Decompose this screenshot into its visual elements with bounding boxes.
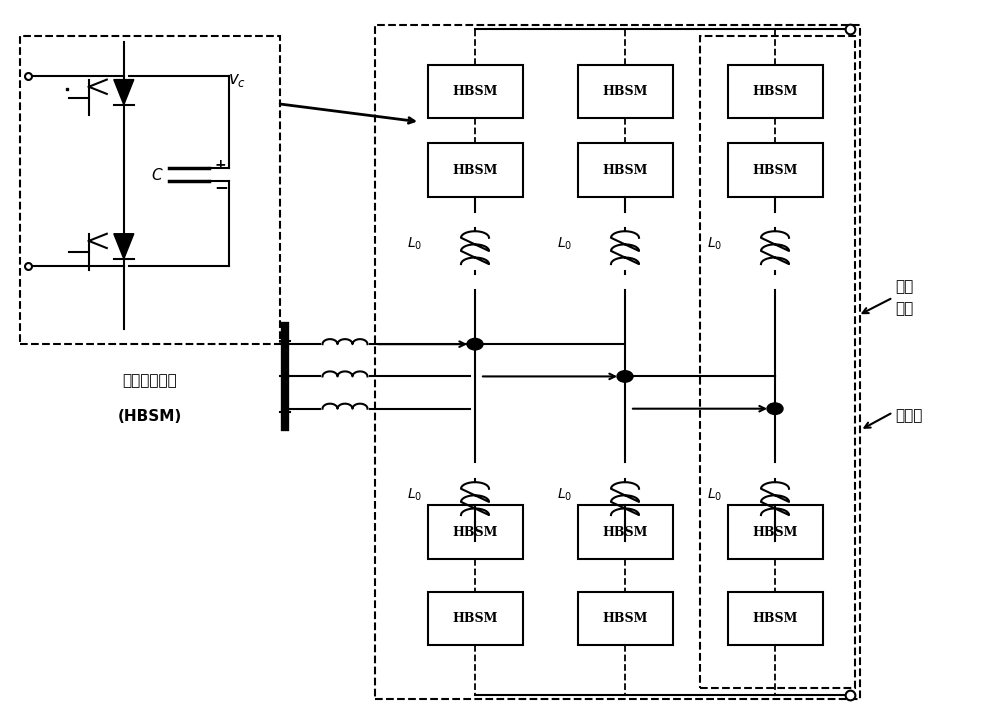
Text: HBSM: HBSM [452,612,498,625]
Text: HBSM: HBSM [752,612,798,625]
Text: HBSM: HBSM [452,163,498,177]
Bar [428,505,522,559]
Text: 桥臂: 桥臂 [895,280,913,294]
Bar [578,592,672,645]
Bar [578,143,672,197]
Bar [728,505,822,559]
Circle shape [767,403,783,414]
Text: $C$: $C$ [151,166,164,183]
Text: 相单元: 相单元 [895,409,922,423]
Text: (HBSM): (HBSM) [118,409,182,424]
Text: $L_0$: $L_0$ [407,236,422,252]
Polygon shape [114,234,134,259]
Text: +: + [214,158,226,171]
Text: $L_0$: $L_0$ [557,487,572,503]
Text: 单元: 单元 [895,301,913,315]
Bar [428,65,522,118]
Bar [728,65,822,118]
Circle shape [617,371,633,382]
Bar [728,143,822,197]
Bar [700,36,855,688]
Text: 半桥型子模块: 半桥型子模块 [123,373,177,388]
Bar [578,65,672,118]
Text: HBSM: HBSM [452,526,498,539]
Text: HBSM: HBSM [752,163,798,177]
Polygon shape [114,80,134,105]
Text: HBSM: HBSM [602,612,648,625]
Text: $L_0$: $L_0$ [707,487,722,503]
Text: $L_0$: $L_0$ [707,236,722,252]
Text: $L_0$: $L_0$ [407,487,422,503]
Text: HBSM: HBSM [602,163,648,177]
Text: HBSM: HBSM [602,85,648,98]
Text: HBSM: HBSM [602,526,648,539]
Bar [428,592,522,645]
Text: HBSM: HBSM [752,526,798,539]
Bar [375,25,860,699]
Text: $L_0$: $L_0$ [557,236,572,252]
Bar [20,36,280,344]
Text: −: − [214,178,228,196]
Text: HBSM: HBSM [752,85,798,98]
Bar [428,143,522,197]
Text: HBSM: HBSM [452,85,498,98]
Bar [578,505,672,559]
Bar [728,592,822,645]
Circle shape [467,338,483,350]
Text: $v_c$: $v_c$ [228,72,246,90]
